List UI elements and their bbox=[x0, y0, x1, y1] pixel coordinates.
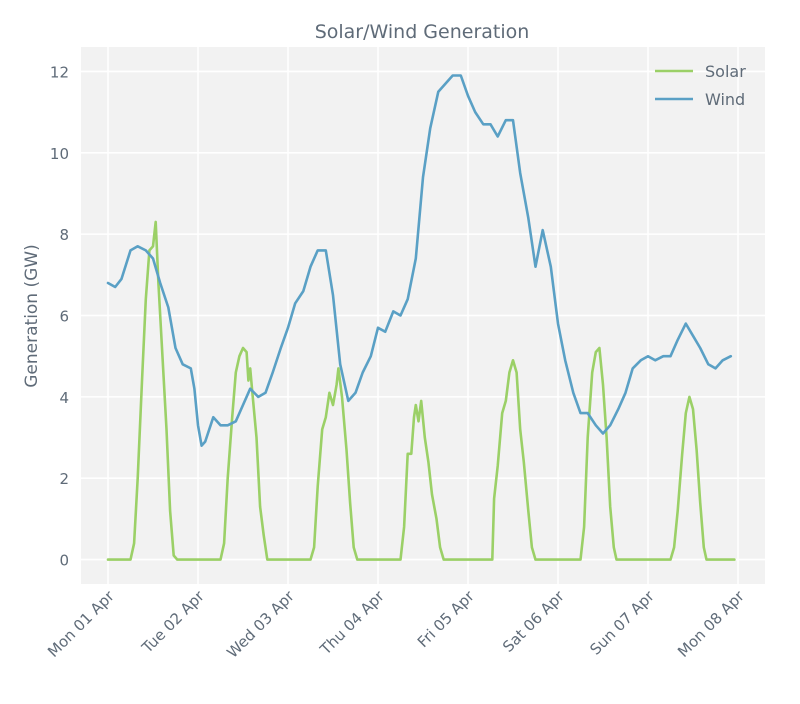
y-tick-label: 4 bbox=[59, 389, 69, 407]
y-tick-label: 10 bbox=[50, 145, 69, 163]
x-tick-label: Fri 05 Apr bbox=[414, 587, 479, 652]
x-axis-ticks: Mon 01 Apr Tue 02 Apr Wed 03 Apr Thu 04 Apr… bbox=[44, 587, 748, 662]
y-tick-label: 2 bbox=[59, 470, 69, 488]
series-lines bbox=[106, 74, 736, 561]
y-tick-label: 12 bbox=[50, 63, 69, 81]
x-tick-label: Wed 03 Apr bbox=[223, 587, 298, 662]
x-tick-label: Tue 02 Apr bbox=[138, 587, 209, 658]
y-tick-label: 6 bbox=[59, 308, 69, 326]
y-axis-ticks: 0 2 4 6 8 10 12 bbox=[50, 63, 69, 569]
legend-label-solar: Solar bbox=[705, 62, 746, 81]
chart-title: Solar/Wind Generation bbox=[315, 21, 530, 43]
legend-label-wind: Wind bbox=[705, 90, 745, 109]
x-tick-label: Sun 07 Apr bbox=[586, 587, 658, 659]
y-tick-label: 0 bbox=[59, 552, 69, 570]
y-axis-label: Generation (GW) bbox=[22, 244, 42, 388]
series-line-wind bbox=[106, 74, 733, 447]
x-tick-label: Mon 08 Apr bbox=[674, 587, 748, 661]
x-tick-label: Sat 06 Apr bbox=[499, 587, 568, 656]
series-line-solar bbox=[106, 220, 736, 561]
y-tick-label: 8 bbox=[59, 226, 69, 244]
legend: Solar Wind bbox=[655, 62, 746, 109]
x-tick-label: Mon 01 Apr bbox=[44, 587, 118, 661]
x-tick-label: Thu 04 Apr bbox=[316, 587, 389, 660]
